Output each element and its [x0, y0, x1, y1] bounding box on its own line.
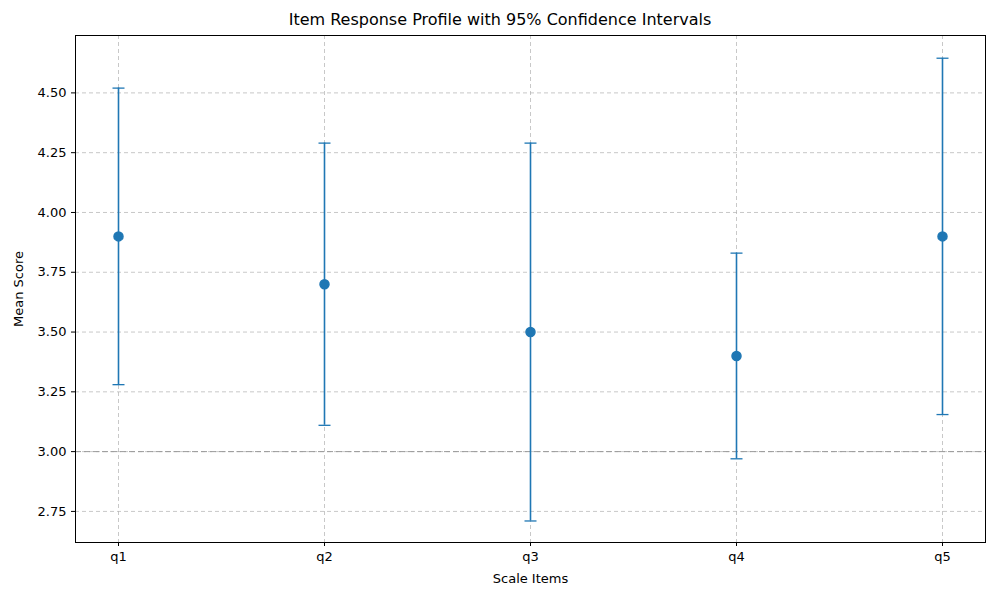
svg-text:4.50: 4.50	[38, 85, 67, 100]
svg-text:4.00: 4.00	[38, 205, 67, 220]
svg-text:3.50: 3.50	[38, 324, 67, 339]
svg-text:q5: q5	[934, 549, 951, 564]
html-text:Item Response Profile with 95%: Item Response Profile with 95% Confidenc…	[288, 10, 712, 29]
svg-text:q1: q1	[110, 549, 127, 564]
svg-text:Scale Items: Scale Items	[493, 571, 569, 586]
svg-text:q4: q4	[728, 549, 745, 564]
svg-text:3.00: 3.00	[38, 444, 67, 459]
svg-text:4.25: 4.25	[38, 145, 67, 160]
svg-text:2.75: 2.75	[38, 504, 67, 519]
svg-text:3.75: 3.75	[38, 264, 67, 279]
svg-text:Mean Score: Mean Score	[11, 251, 26, 327]
svg-text:3.25: 3.25	[38, 384, 67, 399]
svg-text:q2: q2	[316, 549, 333, 564]
svg-text:q3: q3	[522, 549, 539, 564]
